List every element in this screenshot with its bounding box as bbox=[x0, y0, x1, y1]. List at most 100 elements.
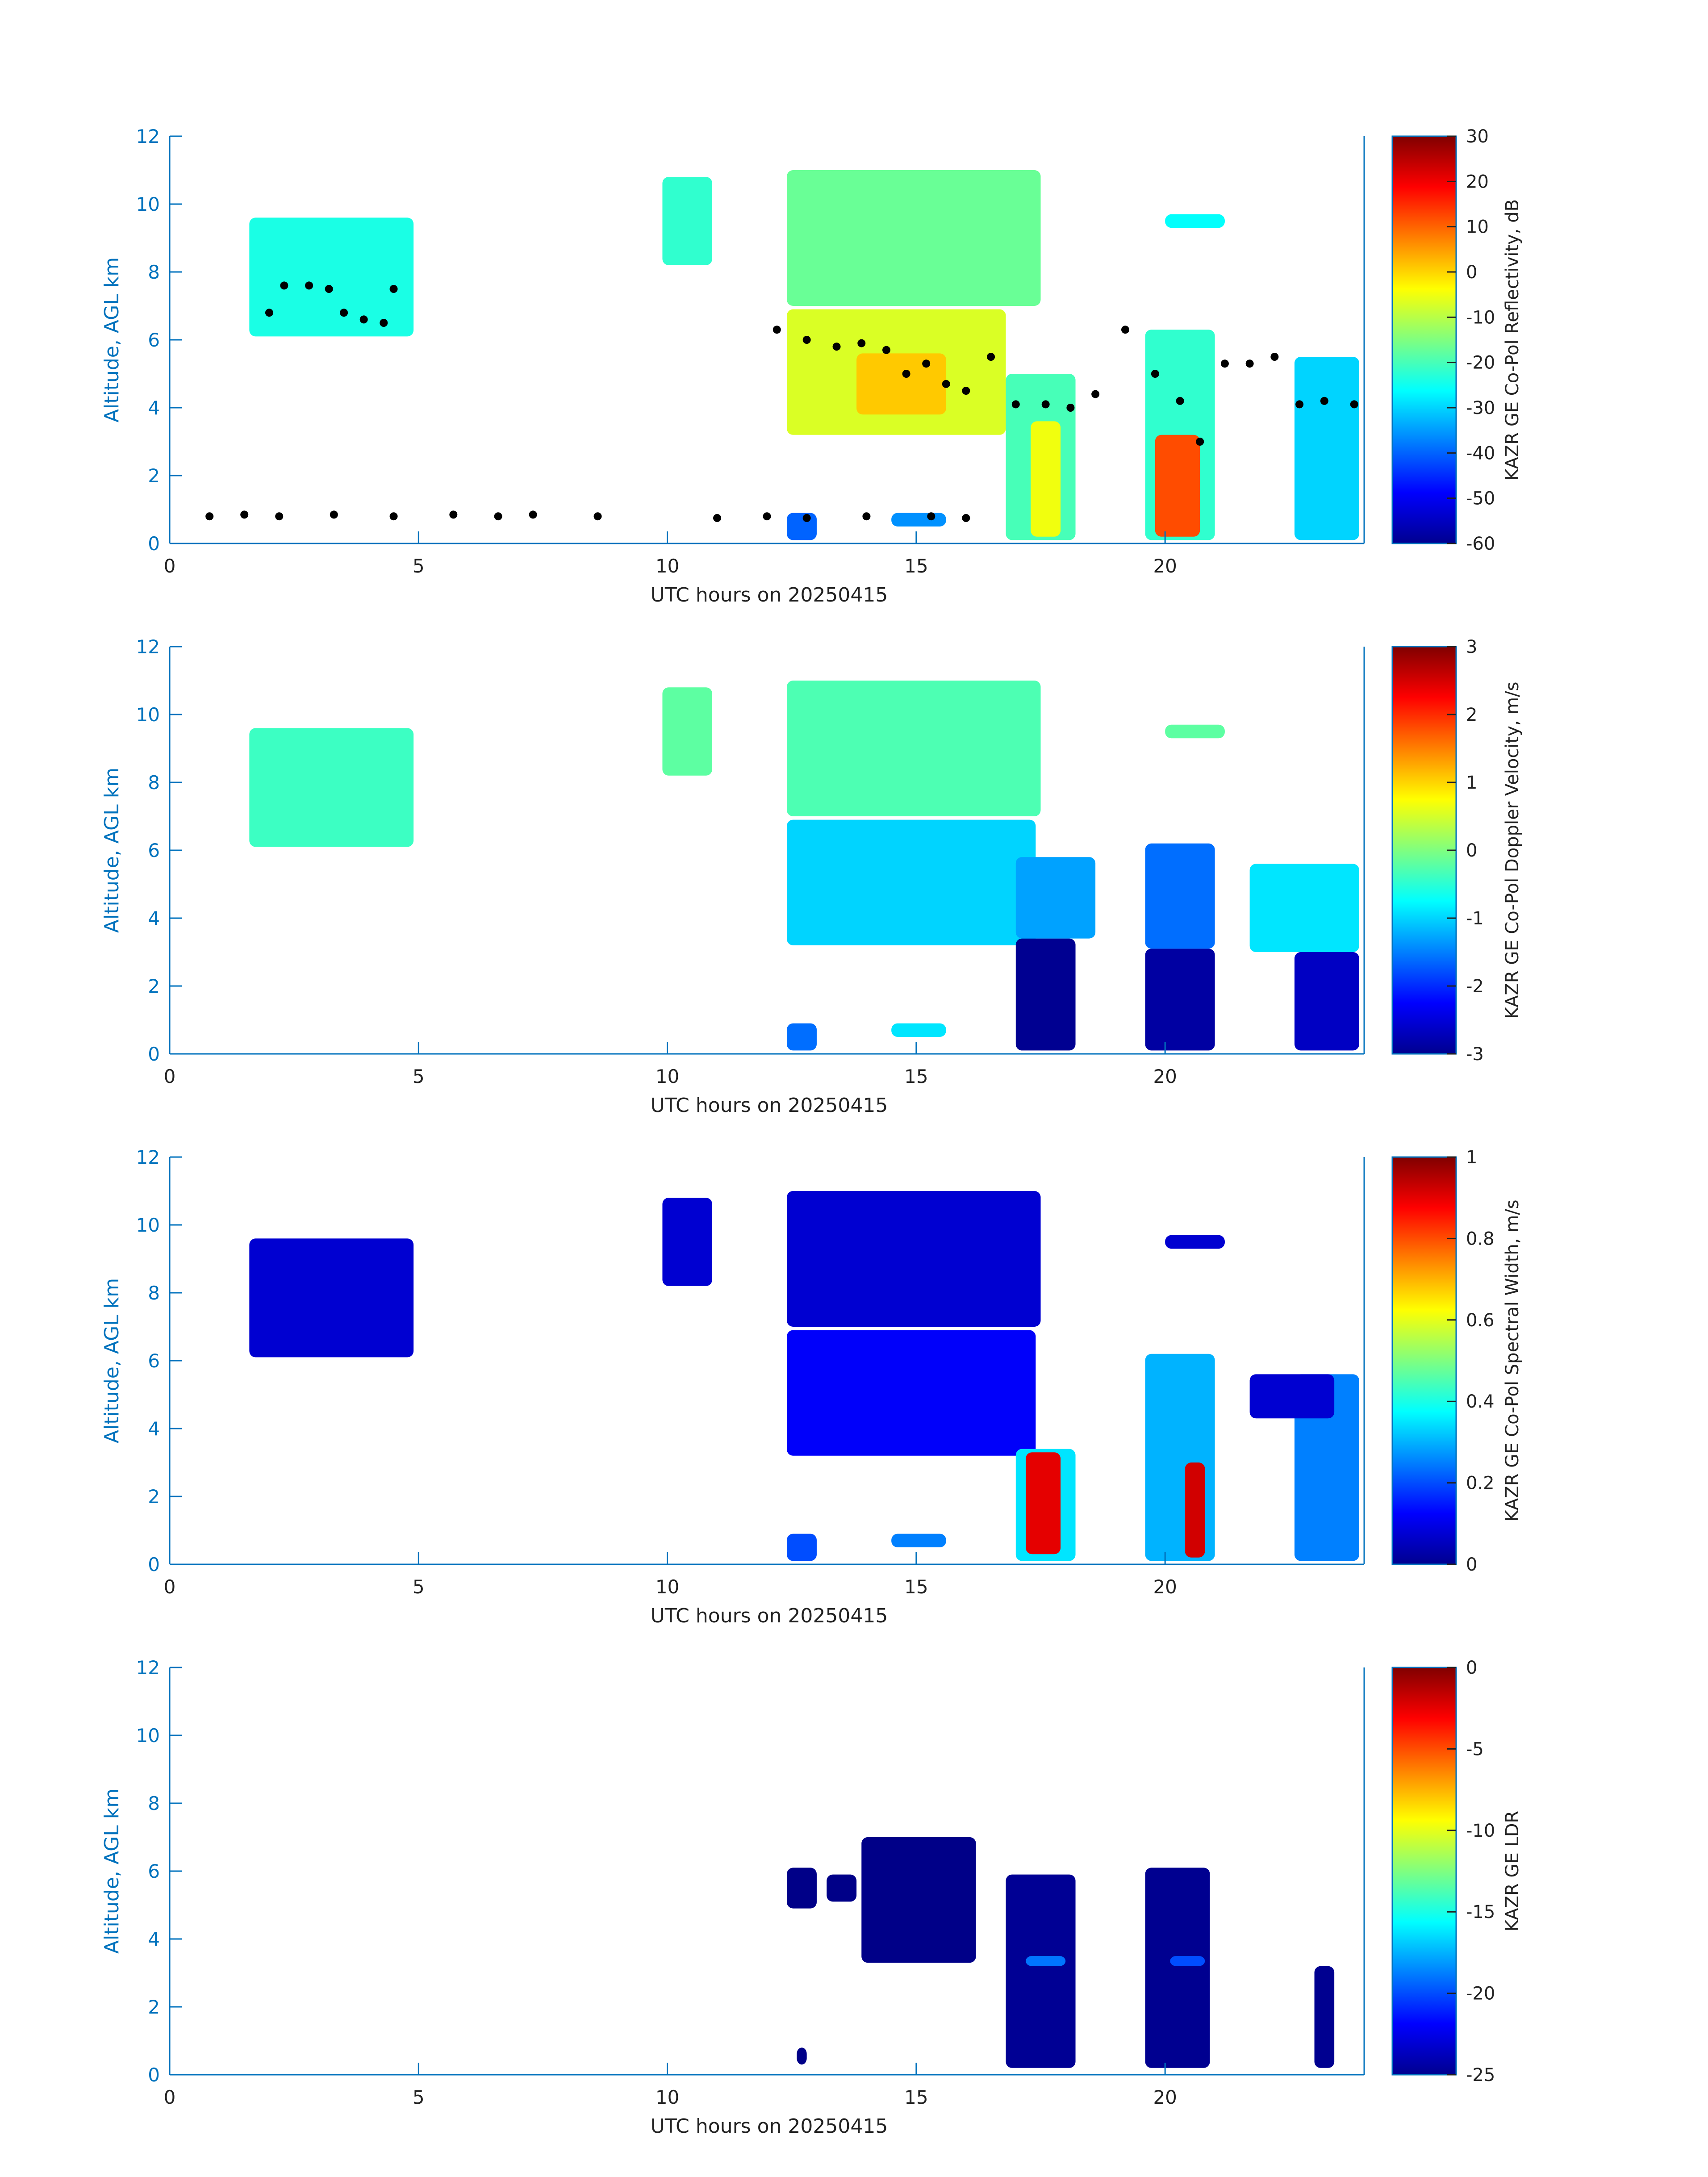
echo-region bbox=[787, 1534, 817, 1561]
ldr-colorbar: -25 -20 -15 -10 -5 0 KAZR GE LDR bbox=[1391, 1658, 1523, 2085]
colorbar-tick-label: 1 bbox=[1466, 773, 1477, 793]
cloud-base-point bbox=[389, 512, 398, 521]
cloud-base-point bbox=[1066, 404, 1075, 412]
x-tick-label: 10 bbox=[656, 2086, 679, 2108]
y-tick-label: 8 bbox=[148, 1282, 160, 1304]
colorbar-tick-label: -15 bbox=[1466, 1902, 1495, 1922]
colorbar-label: KAZR GE Co-Pol Spectral Width, m/s bbox=[1502, 1199, 1523, 1521]
x-axis-label: UTC hours on 20250415 bbox=[651, 584, 888, 606]
colorbar-tick-label: 10 bbox=[1466, 217, 1489, 238]
colorbar-label: KAZR GE LDR bbox=[1502, 1811, 1523, 1932]
echo-region bbox=[1015, 938, 1076, 1051]
colorbar-gradient bbox=[1391, 1156, 1457, 1565]
y-tick-label: 4 bbox=[148, 907, 160, 929]
cloud-base-point bbox=[275, 512, 284, 521]
echo-region bbox=[662, 1198, 712, 1286]
cloud-base-point bbox=[1011, 400, 1020, 409]
y-tick-label: 12 bbox=[136, 1657, 160, 1679]
cloud-base-point bbox=[593, 512, 602, 521]
x-tick-label: 0 bbox=[164, 1576, 176, 1598]
spectral-width-axes: 0 2 4 6 8 10 12 0 5 10 15 20 UTC hours on 20250415 Al… bbox=[100, 1146, 1365, 1627]
cloud-base-point bbox=[802, 514, 811, 522]
colorbar-tick-label: 0.2 bbox=[1466, 1473, 1495, 1494]
echo-region bbox=[249, 1238, 414, 1358]
cloud-base-point bbox=[1220, 359, 1229, 368]
x-tick-label: 10 bbox=[656, 1066, 679, 1087]
y-tick-label: 8 bbox=[148, 261, 160, 283]
cloud-base-point bbox=[265, 309, 273, 317]
velocity-axes: 0 2 4 6 8 10 12 0 5 10 15 20 UTC hours on 20250415 Al… bbox=[100, 636, 1365, 1117]
cloud-base-point bbox=[832, 343, 841, 351]
cloud-base-point bbox=[1295, 400, 1304, 409]
colorbar-tick-label: -50 bbox=[1466, 489, 1495, 509]
y-tick-label: 6 bbox=[148, 1350, 160, 1372]
y-axis-label: Altitude, AGL km bbox=[100, 1278, 123, 1443]
echo-region bbox=[1026, 1956, 1066, 1966]
spectral-width-plot-area bbox=[249, 1191, 1359, 1561]
x-axis-label: UTC hours on 20250415 bbox=[651, 1094, 888, 1117]
cloud-base-point bbox=[1176, 397, 1184, 405]
y-tick-label: 4 bbox=[148, 1418, 160, 1440]
echo-region bbox=[1249, 1374, 1335, 1419]
x-tick-label: 15 bbox=[904, 555, 928, 577]
spectral-width-colorbar: 0 0.2 0.4 0.6 0.8 1 KAZR GE Co-Pol Spectral Wi… bbox=[1391, 1147, 1523, 1575]
colorbar-tick-label: 0 bbox=[1466, 262, 1477, 283]
colorbar-tick-label: 0.4 bbox=[1466, 1391, 1495, 1412]
colorbar-tick-label: -10 bbox=[1466, 1821, 1495, 1841]
x-tick-label: 0 bbox=[164, 1066, 176, 1087]
ldr-axes: 0 2 4 6 8 10 12 0 5 10 15 20 UTC hours on 20250415 Al… bbox=[100, 1657, 1365, 2138]
colorbar-tick-label: -10 bbox=[1466, 307, 1495, 328]
cloud-base-point bbox=[380, 319, 388, 327]
echo-region bbox=[787, 513, 817, 540]
y-tick-label: 0 bbox=[148, 2064, 160, 2086]
cloud-base-point bbox=[802, 336, 811, 344]
x-tick-label: 20 bbox=[1153, 1066, 1177, 1087]
y-tick-label: 10 bbox=[136, 193, 160, 215]
echo-region bbox=[1165, 214, 1225, 228]
echo-region bbox=[662, 177, 712, 265]
cloud-base-point bbox=[962, 387, 970, 395]
y-tick-label: 2 bbox=[148, 1996, 160, 2018]
y-tick-label: 6 bbox=[148, 840, 160, 861]
colorbar-gradient bbox=[1391, 135, 1457, 544]
cloud-base-point bbox=[942, 380, 950, 388]
colorbar-tick-label: -2 bbox=[1466, 976, 1484, 997]
reflectivity-colorbar: -60 -50 -40 -30 -20 -10 0 10 20 30 KAZR GE Co-Pol … bbox=[1391, 126, 1523, 554]
y-tick-label: 12 bbox=[136, 125, 160, 147]
y-tick-label: 6 bbox=[148, 329, 160, 351]
cloud-base-point bbox=[529, 510, 537, 519]
cloud-base-point bbox=[1245, 359, 1254, 368]
colorbar-tick-label: 0.6 bbox=[1466, 1310, 1495, 1331]
cloud-base-point bbox=[340, 309, 348, 317]
y-tick-label: 12 bbox=[136, 1146, 160, 1168]
colorbar-tick-label: 1 bbox=[1466, 1147, 1477, 1168]
colorbar-tick-label: -20 bbox=[1466, 1984, 1495, 2004]
reflectivity-axes: 0 2 4 6 8 10 12 0 5 10 15 20 UTC hours on 20250415 Al… bbox=[100, 125, 1365, 606]
echo-region bbox=[249, 217, 414, 337]
echo-region bbox=[861, 1837, 976, 1963]
x-tick-label: 15 bbox=[904, 2086, 928, 2108]
y-tick-label: 2 bbox=[148, 975, 160, 997]
colorbar-tick-label: 2 bbox=[1466, 705, 1477, 725]
reflectivity-plot-area bbox=[205, 170, 1359, 540]
x-tick-label: 0 bbox=[164, 555, 176, 577]
echo-region bbox=[1165, 1235, 1225, 1249]
x-tick-label: 20 bbox=[1153, 2086, 1177, 2108]
cloud-base-point bbox=[1091, 390, 1100, 398]
echo-region bbox=[1015, 857, 1096, 939]
colorbar-tick-label: -1 bbox=[1466, 908, 1484, 929]
x-tick-label: 5 bbox=[413, 555, 425, 577]
x-tick-label: 15 bbox=[904, 1066, 928, 1087]
cloud-base-point bbox=[922, 359, 931, 368]
echo-region bbox=[891, 513, 946, 526]
y-tick-label: 0 bbox=[148, 1043, 160, 1065]
cloud-base-point bbox=[1041, 400, 1050, 409]
echo-region bbox=[1249, 864, 1359, 952]
cloud-base-point bbox=[389, 285, 398, 293]
echo-region bbox=[1294, 1374, 1359, 1561]
y-tick-label: 2 bbox=[148, 465, 160, 487]
y-tick-label: 12 bbox=[136, 636, 160, 658]
echo-region bbox=[787, 1868, 817, 1909]
cloud-base-point bbox=[862, 512, 871, 521]
